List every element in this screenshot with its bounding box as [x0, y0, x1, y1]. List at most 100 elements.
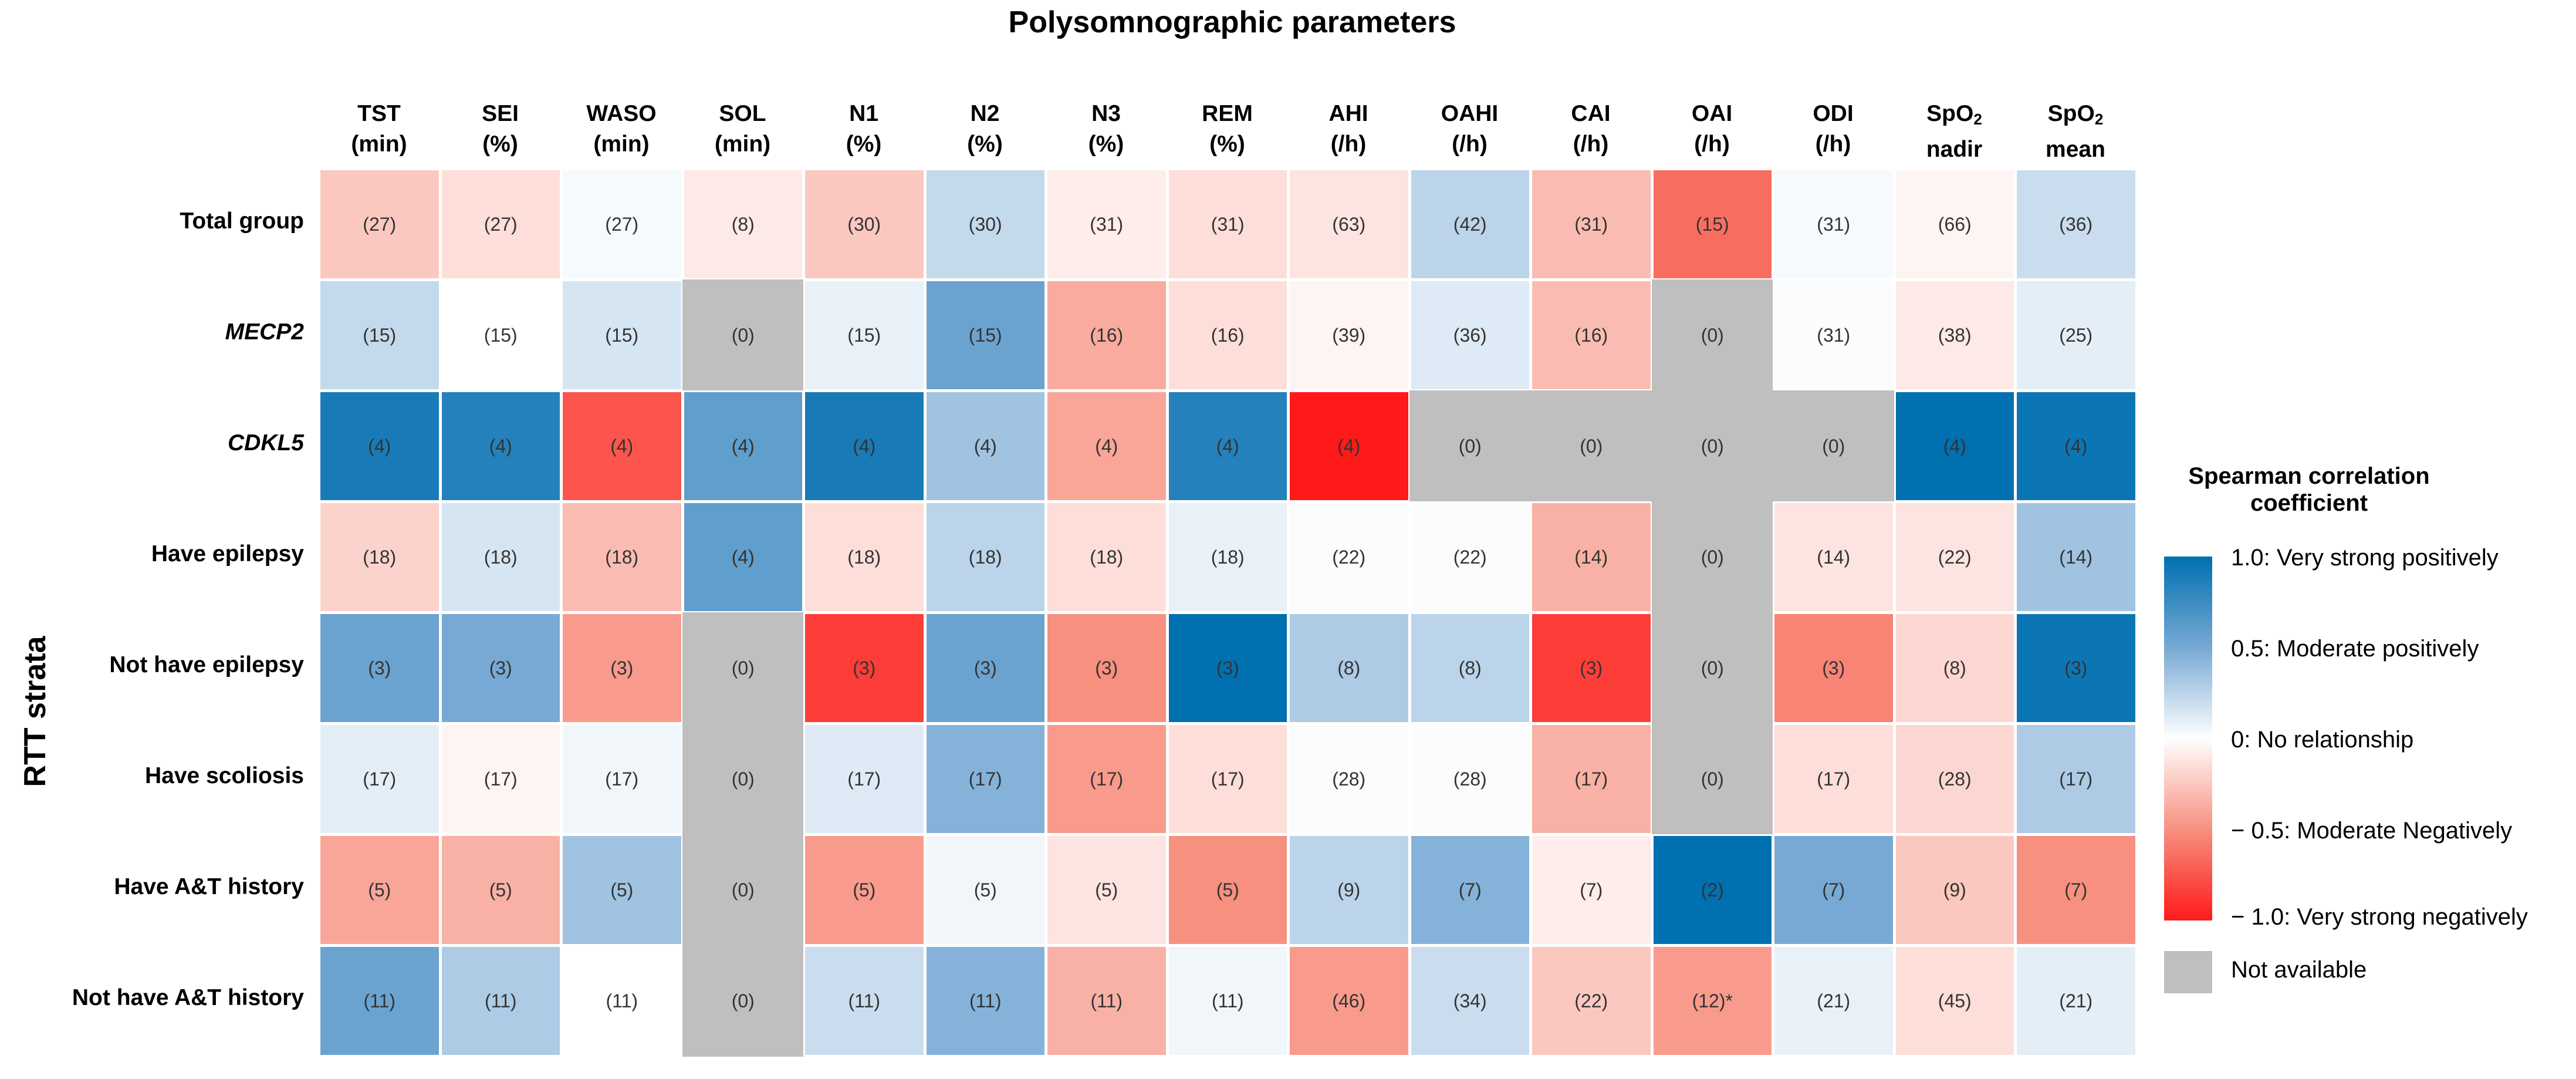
heatmap-cell: (0): [682, 945, 804, 1057]
heatmap-cell: (30): [924, 168, 1046, 280]
column-header-line1: OAHI: [1441, 101, 1499, 126]
cell-count-label: (17): [2059, 768, 2093, 790]
cell-count-label: (18): [1211, 546, 1245, 568]
heatmap-cell: (5): [319, 834, 441, 946]
heatmap-cell: (4): [924, 390, 1046, 502]
cell-count-label: (5): [973, 879, 997, 901]
cell-count-label: (4): [489, 435, 512, 457]
heatmap-cell: (18): [1046, 501, 1168, 613]
heatmap-cell: (15): [319, 279, 441, 391]
heatmap-cell: (17): [803, 723, 925, 835]
cell-count-label: (4): [1095, 435, 1118, 457]
heatmap-cell: (0): [682, 612, 804, 724]
cell-count-label: (36): [1453, 324, 1487, 346]
heatmap-cell: (0): [682, 834, 804, 946]
heatmap-cell: (36): [1409, 279, 1531, 391]
cell-count-label: (11): [969, 990, 1002, 1011]
cell-count-label: (17): [1090, 768, 1124, 790]
cell-count-label: (4): [2064, 435, 2088, 457]
cell-count-label: (4): [731, 435, 755, 457]
cell-count-label: (28): [1332, 768, 1366, 790]
cell-count-label: (17): [968, 768, 1002, 790]
heatmap-cell: (36): [2015, 168, 2137, 280]
cell-count-label: (4): [368, 435, 391, 457]
cell-count-label: (4): [1337, 435, 1361, 457]
cell-count-label: (3): [2064, 657, 2088, 679]
cell-count-label: (17): [363, 768, 397, 790]
heatmap-cell: (5): [1046, 834, 1168, 946]
cell-count-label: (17): [847, 768, 881, 790]
cell-count-label: (14): [1817, 546, 1851, 568]
column-header-ahi-h: AHI (/h): [1288, 99, 1409, 160]
cell-count-label: (5): [368, 879, 391, 901]
heatmap-cell: (8): [1894, 612, 2016, 724]
heatmap-cell: (4): [1288, 390, 1410, 502]
cell-count-label: (0): [1458, 435, 1482, 457]
heatmap-cell: (42): [1409, 168, 1531, 280]
heatmap-cell: (12)*: [1651, 945, 1773, 1057]
legend-title-line2: coefficient: [2250, 490, 2368, 516]
column-header-line1: N1: [849, 101, 878, 126]
heatmap-cell: (9): [1894, 834, 2016, 946]
cell-count-label: (11): [606, 990, 638, 1011]
cell-count-label: (25): [2059, 324, 2093, 346]
row-header-cdkl5: CDKL5: [227, 430, 304, 456]
heatmap-cell: (18): [924, 501, 1046, 613]
cell-count-label: (22): [1574, 990, 1608, 1011]
cell-count-label: (30): [847, 213, 881, 235]
heatmap-cell: (4): [682, 501, 804, 613]
cell-count-label: (21): [1817, 990, 1851, 1011]
heatmap-cell: (5): [803, 834, 925, 946]
column-header-line1: OAI: [1691, 101, 1733, 126]
cell-count-label: (15): [847, 324, 881, 346]
column-header-n1: N1 (%): [803, 99, 924, 160]
column-header-line1: N3: [1091, 101, 1121, 126]
cell-count-label: (27): [363, 213, 397, 235]
heatmap-cell: (14): [2015, 501, 2137, 613]
heatmap-cell: (8): [682, 168, 804, 280]
cell-count-label: (2): [1701, 879, 1724, 901]
column-header-sei: SEI (%): [440, 99, 561, 160]
cell-count-label: (7): [1580, 879, 1603, 901]
heatmap-cell: (7): [2015, 834, 2137, 946]
cell-count-label: (28): [1938, 768, 1972, 790]
cell-count-label: (17): [605, 768, 639, 790]
heatmap-cell: (11): [803, 945, 925, 1057]
heatmap-cell: (0): [1773, 390, 1895, 502]
heatmap-cell: (2): [1651, 834, 1773, 946]
heatmap-cell: (18): [561, 501, 683, 613]
heatmap-cell: (27): [319, 168, 441, 280]
cell-count-label: (4): [610, 435, 634, 457]
heatmap-cell: (18): [1167, 501, 1289, 613]
heatmap-cell: (17): [1167, 723, 1289, 835]
column-header-oai-h: OAI (/h): [1652, 99, 1773, 160]
cell-count-label: (21): [2059, 990, 2093, 1011]
cell-count-label: (8): [1458, 657, 1482, 679]
column-header-line2: (/h): [1694, 131, 1730, 157]
cell-count-label: (8): [731, 213, 755, 235]
heatmap-cell: (63): [1288, 168, 1410, 280]
cell-count-label: (18): [1090, 546, 1124, 568]
heatmap-cell: (0): [1651, 612, 1773, 724]
cell-count-label: (30): [968, 213, 1002, 235]
cell-count-label: (16): [1211, 324, 1245, 346]
heatmap-cell: (31): [1530, 168, 1652, 280]
heatmap-cell: (16): [1167, 279, 1289, 391]
cell-count-label: (16): [1574, 324, 1608, 346]
cell-count-label: (18): [605, 546, 639, 568]
row-header-not-have-a-t-history: Not have A&T history: [72, 985, 304, 1010]
cell-count-label: (0): [1822, 435, 1845, 457]
cell-count-label: (18): [484, 546, 518, 568]
heatmap-cell: (0): [1651, 279, 1773, 391]
cell-count-label: (66): [1938, 213, 1972, 235]
heatmap-cell: (31): [1773, 279, 1895, 391]
cell-count-label: (31): [1090, 213, 1124, 235]
heatmap-cell: (0): [682, 279, 804, 391]
column-header-line2: (min): [351, 131, 407, 157]
heatmap-cell: (31): [1167, 168, 1289, 280]
legend-label-no-relationship: 0: No relationship: [2231, 727, 2414, 753]
cell-count-label: (4): [1943, 435, 1966, 457]
column-header-line1: SpO2: [1926, 101, 1982, 128]
cell-count-label: (3): [1580, 657, 1603, 679]
heatmap-cell: (3): [2015, 612, 2137, 724]
